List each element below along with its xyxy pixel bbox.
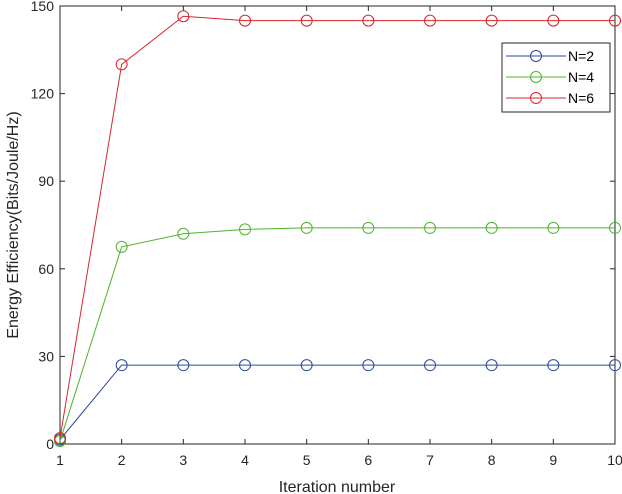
legend-marker bbox=[530, 50, 542, 62]
data-point bbox=[362, 14, 375, 27]
data-point bbox=[300, 14, 313, 27]
data-point bbox=[609, 359, 621, 372]
x-tick-label: 10 bbox=[607, 452, 622, 468]
y-tick-label: 0 bbox=[46, 436, 54, 452]
data-point bbox=[485, 14, 498, 27]
data-point bbox=[239, 359, 251, 372]
data-point bbox=[177, 227, 190, 240]
y-axis-label: Energy Efficiency(Bits/Joule/Hz) bbox=[5, 111, 22, 338]
legend-marker bbox=[530, 92, 542, 104]
x-axis-ticks: 1 2 3 4 5 6 7 8 9 10 bbox=[56, 6, 622, 468]
x-tick-label: 2 bbox=[118, 452, 126, 468]
data-point bbox=[115, 359, 128, 372]
data-point bbox=[485, 221, 498, 234]
legend-label: N=6 bbox=[568, 90, 594, 106]
data-point bbox=[300, 359, 313, 372]
data-point bbox=[424, 359, 436, 372]
data-point bbox=[362, 221, 375, 234]
x-tick-label: 7 bbox=[426, 452, 434, 468]
data-point bbox=[424, 221, 436, 234]
x-tick-label: 4 bbox=[241, 452, 249, 468]
x-tick-label: 6 bbox=[364, 452, 372, 468]
x-tick-label: 8 bbox=[488, 452, 496, 468]
y-tick-label: 60 bbox=[38, 261, 54, 277]
legend-marker bbox=[530, 71, 542, 83]
data-point bbox=[300, 221, 313, 234]
data-point bbox=[362, 359, 375, 372]
data-point bbox=[547, 359, 560, 372]
data-point bbox=[424, 14, 436, 27]
y-axis-ticks: 0 30 60 90 120 150 bbox=[31, 0, 615, 452]
data-point bbox=[54, 432, 66, 445]
data-point bbox=[485, 359, 498, 372]
series-layer bbox=[54, 10, 621, 448]
y-tick-label: 120 bbox=[31, 86, 55, 102]
y-tick-label: 150 bbox=[31, 0, 55, 14]
data-point bbox=[239, 223, 251, 236]
legend-label: N=2 bbox=[568, 48, 594, 64]
series-line-n2 bbox=[59, 364, 615, 440]
series-line-n4 bbox=[59, 227, 615, 442]
data-point bbox=[609, 14, 621, 27]
data-point bbox=[115, 58, 128, 71]
data-point bbox=[547, 221, 560, 234]
x-tick-label: 9 bbox=[549, 452, 557, 468]
data-point bbox=[609, 221, 621, 234]
y-tick-label: 90 bbox=[38, 173, 54, 189]
data-point bbox=[547, 14, 560, 27]
y-tick-label: 30 bbox=[38, 348, 54, 364]
legend: N=2 N=4 N=6 bbox=[501, 42, 611, 113]
legend-label: N=4 bbox=[568, 69, 594, 85]
x-tick-label: 1 bbox=[56, 452, 64, 468]
data-point bbox=[177, 10, 190, 23]
data-point bbox=[115, 240, 128, 253]
series-line-n6 bbox=[59, 15, 615, 439]
data-point bbox=[177, 359, 190, 372]
data-point bbox=[239, 14, 251, 27]
x-axis-label: Iteration number bbox=[279, 479, 396, 494]
x-tick-label: 3 bbox=[179, 452, 187, 468]
x-tick-label: 5 bbox=[303, 452, 311, 468]
